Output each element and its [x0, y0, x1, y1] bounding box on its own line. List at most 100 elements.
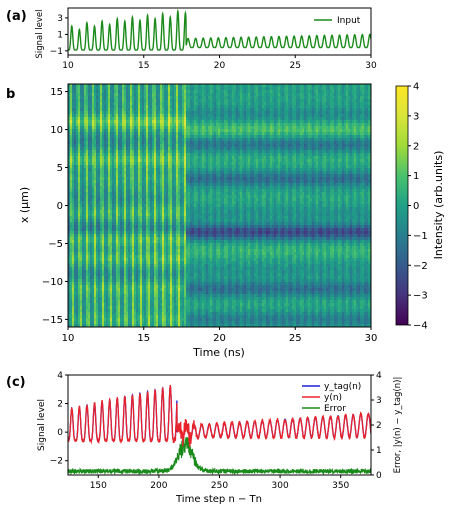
heatmap-cell: [364, 117, 367, 121]
heatmap-cell: [148, 108, 151, 112]
heatmap-cell: [100, 147, 103, 151]
heatmap-cell: [340, 102, 343, 106]
heatmap-cell: [94, 177, 97, 181]
heatmap-cell: [240, 132, 243, 136]
heatmap-cell: [344, 171, 347, 175]
heatmap-cell: [236, 96, 239, 100]
heatmap-cell: [238, 93, 241, 97]
heatmap-cell: [308, 147, 311, 151]
heatmap-cell: [368, 144, 371, 148]
heatmap-cell: [332, 147, 335, 151]
heatmap-cell: [152, 132, 155, 136]
heatmap-cell: [182, 168, 185, 172]
heatmap-cell: [336, 108, 339, 112]
heatmap-cell: [214, 156, 217, 160]
heatmap-cell: [236, 177, 239, 181]
heatmap-cell: [212, 99, 215, 103]
heatmap-cell: [212, 123, 215, 127]
heatmap-cell: [214, 159, 217, 163]
heatmap-cell: [156, 108, 159, 112]
heatmap-cell: [128, 87, 131, 91]
heatmap-cell: [184, 174, 187, 178]
heatmap-cell: [322, 111, 325, 115]
heatmap-cell: [238, 114, 241, 118]
heatmap-cell: [334, 108, 337, 112]
heatmap-cell: [266, 135, 269, 139]
heatmap-cell: [206, 129, 209, 133]
heatmap-cell: [326, 150, 329, 154]
heatmap-cell: [84, 108, 87, 112]
heatmap-cell: [190, 120, 193, 124]
heatmap-cell: [78, 153, 81, 157]
heatmap-cell: [78, 150, 81, 154]
heatmap-cell: [106, 144, 109, 148]
heatmap-cell: [178, 138, 181, 142]
heatmap-cell: [76, 114, 79, 118]
heatmap-cell: [350, 141, 353, 145]
heatmap-cell: [270, 126, 273, 130]
heatmap-cell: [292, 102, 295, 106]
heatmap-cell: [262, 180, 265, 184]
heatmap-cell: [196, 135, 199, 139]
heatmap-cell: [138, 135, 141, 139]
heatmap-cell: [176, 159, 179, 163]
heatmap-cell: [126, 108, 129, 112]
heatmap-cell: [338, 147, 341, 151]
heatmap-cell: [278, 138, 281, 142]
heatmap-cell: [226, 171, 229, 175]
heatmap-cell: [356, 132, 359, 136]
heatmap-cell: [308, 117, 311, 121]
heatmap-cell: [162, 93, 165, 97]
heatmap-cell: [346, 117, 349, 121]
heatmap-cell: [286, 144, 289, 148]
heatmap-cell: [82, 135, 85, 139]
heatmap-cell: [168, 108, 171, 112]
heatmap-cell: [296, 135, 299, 139]
heatmap-cell: [88, 156, 91, 160]
heatmap-cell: [280, 177, 283, 181]
heatmap-cell: [240, 138, 243, 142]
heatmap-cell: [138, 141, 141, 145]
heatmap-cell: [280, 105, 283, 109]
heatmap-cell: [234, 111, 237, 115]
heatmap-cell: [196, 93, 199, 97]
heatmap-cell: [304, 123, 307, 127]
heatmap-cell: [166, 156, 169, 160]
heatmap-cell: [120, 174, 123, 178]
heatmap-cell: [202, 150, 205, 154]
heatmap-cell: [340, 174, 343, 178]
heatmap-cell: [322, 114, 325, 118]
heatmap-cell: [230, 117, 233, 121]
heatmap-cell: [288, 168, 291, 172]
heatmap-cell: [98, 102, 101, 106]
heatmap-cell: [346, 153, 349, 157]
heatmap-cell: [80, 171, 83, 175]
heatmap-cell: [74, 165, 77, 169]
heatmap-cell: [188, 153, 191, 157]
heatmap-cell: [150, 174, 153, 178]
heatmap-cell: [312, 150, 315, 154]
heatmap-cell: [276, 99, 279, 103]
heatmap-cell: [224, 120, 227, 124]
heatmap-cell: [178, 171, 181, 175]
heatmap-cell: [192, 180, 195, 184]
heatmap-cell: [172, 108, 175, 112]
heatmap-cell: [354, 84, 357, 88]
heatmap-cell: [162, 156, 165, 160]
heatmap-cell: [178, 105, 181, 109]
heatmap-cell: [96, 147, 99, 151]
heatmap-cell: [284, 123, 287, 127]
heatmap-cell: [192, 171, 195, 175]
heatmap-cell: [148, 144, 151, 148]
heatmap-cell: [298, 105, 301, 109]
heatmap-cell: [278, 126, 281, 130]
heatmap-cell: [70, 123, 73, 127]
heatmap-cell: [250, 162, 253, 166]
heatmap-image: [68, 84, 371, 327]
heatmap-cell: [278, 174, 281, 178]
heatmap-cell: [272, 135, 275, 139]
heatmap-cell: [166, 144, 169, 148]
heatmap-cell: [112, 138, 115, 142]
heatmap-cell: [230, 153, 233, 157]
heatmap-cell: [350, 150, 353, 154]
